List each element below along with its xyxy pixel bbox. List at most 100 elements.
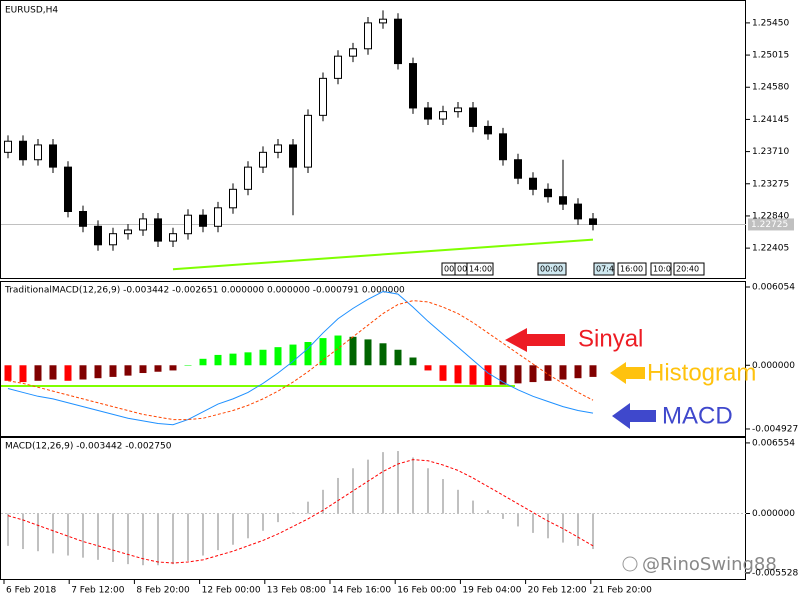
candle-body [184, 214, 192, 235]
time-box [673, 262, 705, 276]
histogram-bar [79, 365, 87, 380]
x-tick-label: 16 Feb 00:00 [397, 586, 456, 596]
candle-body [199, 214, 207, 227]
histogram-bar [244, 352, 252, 366]
y-tick-label: 1.25015 [752, 51, 789, 61]
x-tick-label: 13 Feb 08:00 [267, 586, 326, 596]
candle-body [439, 111, 447, 120]
candle-body [109, 233, 117, 246]
candle-body [454, 107, 462, 113]
y-tick-label: 1.22840 [752, 211, 789, 221]
last-price-box [748, 218, 794, 231]
candle-body [424, 107, 432, 120]
histogram-bar [379, 343, 387, 366]
histogram-bar [484, 365, 492, 386]
candle-body [514, 159, 522, 179]
x-tick-label: 21 Feb 20:00 [593, 586, 652, 596]
x-tick-label: 20 Feb 12:00 [528, 586, 587, 596]
y-tick-label: 1.23710 [752, 147, 789, 157]
histogram-bar [94, 365, 102, 379]
histogram-bar [409, 357, 417, 366]
time-box-label: 10:0 [653, 265, 671, 274]
time-box-label: 00:0 [444, 265, 462, 274]
candle-body [229, 188, 237, 209]
histogram-bar [199, 358, 207, 366]
histogram-bar [229, 353, 237, 366]
candle-body [349, 48, 357, 57]
x-tick-label: 12 Feb 00:00 [202, 586, 261, 596]
last-price-label: 1.22725 [751, 220, 788, 230]
time-box-label: 16:00 [620, 265, 643, 274]
candle-body [259, 151, 267, 168]
watermark-icon [622, 556, 638, 572]
y-tick-label: 1.24145 [752, 115, 789, 125]
histogram-bar [574, 365, 582, 379]
indicator-panel-frame [0, 281, 746, 437]
histogram-bar [454, 365, 462, 384]
histogram-bar [19, 365, 27, 383]
x-tick-label: 8 Feb 20:00 [136, 586, 190, 596]
candle-body [169, 233, 177, 242]
candle-body [499, 133, 507, 161]
histogram-bar [439, 365, 447, 381]
macd-panel-frame [0, 437, 746, 580]
candle-body [394, 18, 402, 65]
candle-body [19, 140, 27, 161]
histogram-bar [529, 365, 537, 383]
candle-body [4, 140, 12, 153]
time-box [617, 262, 647, 276]
signal-line [7, 300, 594, 421]
candle-body [319, 77, 327, 116]
candle-body [469, 107, 477, 127]
time-box-label: 20:40 [676, 265, 699, 274]
signal-label: Sinyal [578, 325, 643, 352]
time-box [537, 262, 567, 276]
histogram-bar [334, 335, 342, 366]
candle-body [484, 125, 492, 135]
candle-body [544, 188, 552, 198]
y-tick-label: 0.000000 [752, 509, 795, 519]
candle-body [124, 229, 132, 235]
histogram-bar [109, 365, 117, 377]
histogram-bar [289, 344, 297, 366]
indicator-title: TraditionalMACD(12,26,9) -0.003442 -0.00… [4, 286, 405, 296]
histogram-bar [274, 347, 282, 366]
main-panel-frame [0, 0, 746, 279]
histogram-bar [424, 365, 432, 371]
histogram-bar [214, 354, 222, 366]
candle-body [589, 218, 597, 225]
x-tick-label: 7 Feb 12:00 [71, 586, 125, 596]
candle-body [364, 22, 372, 50]
histogram-bar [319, 338, 327, 366]
histogram-bar [349, 336, 357, 366]
candle-body [289, 144, 297, 168]
candle-body [49, 144, 57, 168]
histogram-bar [589, 365, 597, 377]
candle-body [79, 211, 87, 227]
macd-arrow [612, 403, 656, 429]
y-tick-label: 1.22405 [752, 244, 789, 254]
candle-body [274, 144, 282, 153]
candle-body [154, 218, 162, 242]
x-tick-label: 19 Feb 04:00 [462, 586, 521, 596]
candle-body [214, 207, 222, 227]
candle-body [409, 63, 417, 109]
histogram-bar [184, 365, 192, 366]
histogram-bar [469, 365, 477, 385]
time-box-label: 00:0 [457, 265, 475, 274]
y-tick-label: -0.004927 [752, 424, 798, 434]
time-box [466, 262, 494, 276]
time-box [593, 262, 615, 276]
histogram-bar [139, 365, 147, 374]
histogram-bar [394, 349, 402, 366]
candle-body [574, 203, 582, 220]
histogram-bar [304, 341, 312, 366]
candle-body [244, 166, 252, 190]
macd-title: MACD(12,26,9) -0.003442 -0.002750 [5, 442, 172, 452]
histogram-arrow [610, 362, 645, 384]
candle-body [139, 218, 147, 231]
candle-body [559, 196, 567, 205]
time-box-label: 00:00 [540, 265, 563, 274]
candle-body [34, 144, 42, 161]
